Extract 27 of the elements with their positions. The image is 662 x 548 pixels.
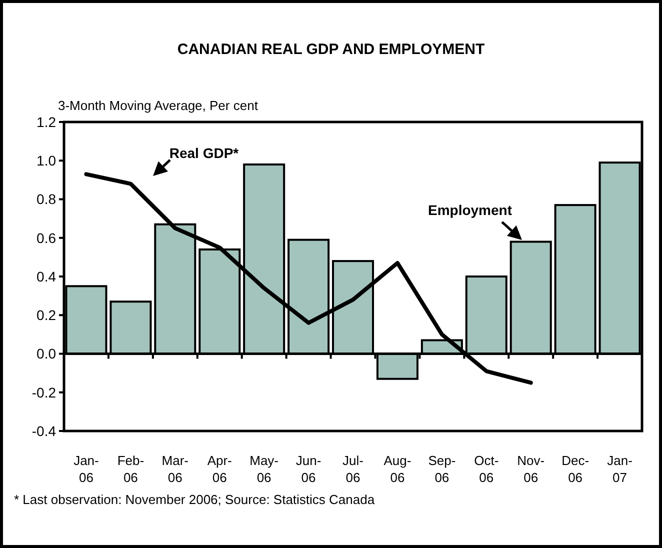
x-tick-label: Nov-06 bbox=[517, 453, 545, 485]
x-tick-label: Jul-06 bbox=[342, 453, 364, 485]
y-tick-label: 0.4 bbox=[36, 268, 56, 284]
y-tick-label: -0.2 bbox=[32, 384, 56, 400]
x-tick-label: May-06 bbox=[250, 453, 279, 485]
chart-title: CANADIAN REAL GDP AND EMPLOYMENT bbox=[177, 41, 485, 58]
x-tick-label: Aug-06 bbox=[384, 453, 412, 485]
y-tick-label: 0.6 bbox=[36, 230, 56, 246]
y-tick-label: 1.0 bbox=[36, 152, 56, 169]
text: * Last observation: November 2006; Source: Statistics Canada bbox=[14, 492, 376, 507]
x-tick-label: Sep-06 bbox=[428, 453, 456, 485]
text: Real GDP* bbox=[169, 145, 240, 161]
series-label: Employment bbox=[428, 202, 512, 218]
x-tick-label: Jan-06 bbox=[74, 453, 99, 485]
x-tick-label: Feb-06 bbox=[117, 453, 144, 485]
x-tick-label: Apr-06 bbox=[207, 453, 232, 485]
x-tick-label: Mar-06 bbox=[162, 453, 189, 485]
x-tick-label: Oct-06 bbox=[474, 453, 499, 485]
y-tick-label: 1.2 bbox=[36, 114, 56, 130]
x-tick-label: Dec-06 bbox=[562, 453, 590, 485]
y-tick-label: 0.2 bbox=[36, 307, 56, 324]
y-tick-label: 0.8 bbox=[36, 191, 56, 208]
y-axis-title: 3-Month Moving Average, Per cent bbox=[58, 98, 258, 113]
y-tick-label: -0.4 bbox=[32, 422, 56, 439]
y-tick-label: 0.0 bbox=[36, 346, 56, 362]
x-tick-label: Jun-06 bbox=[296, 453, 322, 485]
x-tick-label: Jan-07 bbox=[607, 453, 632, 485]
